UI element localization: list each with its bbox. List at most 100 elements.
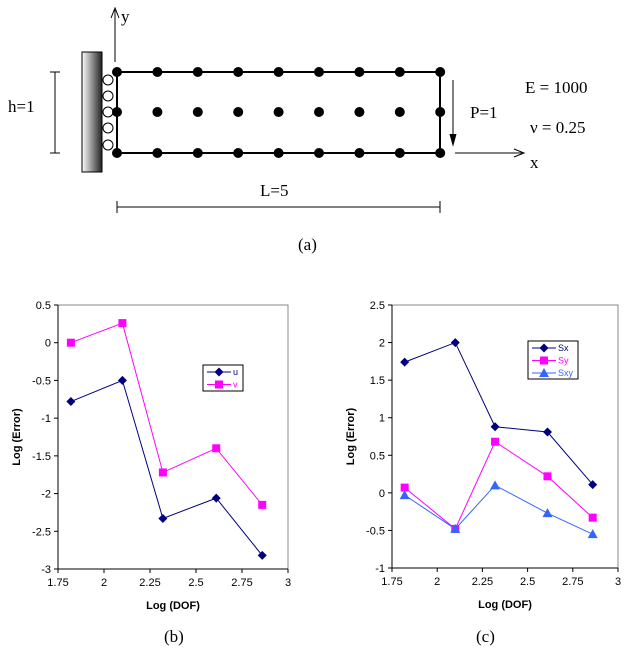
h-label: h=1	[8, 97, 35, 116]
mesh-node	[354, 148, 365, 158]
mesh-node	[192, 148, 203, 158]
y-tick-label: -2.5	[32, 526, 51, 538]
mesh-node	[394, 107, 405, 117]
legend: Sx Sy Sxy	[527, 340, 579, 380]
caption-a: (a)	[298, 235, 317, 254]
y-tick-label: -0.5	[32, 375, 51, 387]
y-tick-label: -2	[41, 489, 51, 501]
beam-diagram: y x h=1 L=5 P=1 E = 1000 ν = 0.25 (a)	[8, 6, 587, 254]
roller-support	[102, 139, 114, 151]
triangle-marker	[542, 508, 553, 518]
y-tick-label: 2	[379, 338, 385, 350]
roller-support	[102, 90, 114, 102]
y-axis-title: Log (Error)	[345, 407, 357, 465]
mesh-node	[112, 67, 122, 77]
roller-support	[102, 74, 114, 86]
triangle-marker	[539, 368, 549, 377]
y-tick-label: 0	[45, 338, 51, 350]
x-tick-label: 1.75	[47, 577, 68, 589]
square-marker	[118, 319, 127, 328]
mesh-node	[233, 67, 244, 77]
series-v	[66, 319, 267, 509]
chart-c: 1.75 2 2.25 2.5 2.75 3 2.5 2 1.5 1 0.5 0 -0.5 -1 Log (…	[345, 300, 621, 611]
series-line	[404, 484, 593, 535]
x-tick-label: 2	[434, 576, 440, 588]
y-tick-label: 1	[379, 413, 385, 425]
roller-supports	[102, 74, 114, 151]
triangle-marker	[490, 480, 501, 490]
y-tick-label: -1.5	[32, 451, 51, 463]
x-tick-label: 2.75	[562, 576, 583, 588]
diamond-marker	[400, 357, 410, 367]
x-tick-label: 2.5	[520, 576, 535, 588]
x-tick-label: 1.75	[381, 576, 402, 588]
diamond-marker	[211, 493, 221, 503]
mesh-node	[192, 67, 203, 77]
diamond-marker	[257, 550, 267, 560]
legend-label: Sy	[558, 356, 569, 366]
diamond-marker	[66, 397, 76, 407]
x-tick-label: 3	[615, 576, 621, 588]
x-tick-label: 2.25	[139, 577, 160, 589]
legend-label: Sx	[558, 343, 569, 353]
plot-area	[391, 304, 619, 569]
mesh-node	[152, 67, 163, 77]
mesh-node	[273, 67, 284, 77]
y-tick-label: -0.5	[366, 525, 385, 537]
x-tick-label: 2	[101, 577, 107, 589]
triangle-marker	[399, 490, 410, 500]
diamond-marker	[117, 375, 127, 385]
y-arrowhead	[110, 6, 120, 19]
mesh-node	[314, 67, 324, 77]
mesh-node	[394, 148, 405, 158]
y-axis-title: Log (Error)	[11, 408, 23, 466]
roller-support	[102, 106, 114, 118]
mesh-node	[152, 148, 163, 158]
square-marker	[215, 380, 223, 389]
mesh-node	[112, 148, 122, 158]
mesh-node	[233, 148, 244, 158]
mesh-node	[394, 67, 405, 77]
y-tick-label: -1	[41, 413, 51, 425]
triangle-marker	[450, 523, 461, 533]
square-marker	[588, 513, 597, 522]
square-marker	[212, 444, 221, 453]
x-axis-title: Log (DOF)	[478, 599, 532, 611]
plot-area	[57, 304, 289, 570]
caption-b: (b)	[164, 627, 184, 646]
square-marker	[66, 338, 75, 347]
series-line	[70, 322, 263, 506]
y-tick-label: -3	[41, 564, 51, 576]
diamond-marker	[450, 338, 460, 348]
series-sy	[400, 437, 597, 533]
mesh-nodes	[112, 67, 446, 158]
legend-label: v	[233, 380, 238, 390]
y-tick-label: 2.5	[370, 300, 385, 312]
mesh-node	[435, 148, 446, 158]
mesh-node	[435, 107, 446, 117]
square-marker	[258, 500, 267, 509]
diamond-marker	[158, 513, 168, 523]
diamond-marker	[214, 367, 224, 377]
series-sx	[400, 338, 598, 490]
series-line	[404, 441, 594, 530]
mesh-node	[314, 107, 324, 117]
chart-b: 1.75 2 2.25 2.5 2.75 3 0.5 0 -0.5 -1 -1.5 -2 -2.5 -3 L…	[11, 300, 291, 612]
square-marker	[400, 483, 409, 492]
mesh-node	[273, 107, 284, 117]
x-arrowhead	[513, 148, 526, 158]
fixed-wall	[81, 51, 103, 173]
l-label: L=5	[260, 181, 288, 200]
poisson-ratio-label: ν = 0.25	[530, 118, 586, 137]
mesh-node	[314, 148, 324, 158]
y-tick-label: 0.5	[370, 450, 385, 462]
mesh-node	[192, 107, 203, 117]
legend-label: Sxy	[558, 368, 574, 378]
caption-c: (c)	[476, 627, 495, 646]
mesh-node	[152, 107, 163, 117]
roller-support	[102, 122, 114, 134]
series-u	[66, 375, 267, 560]
diamond-marker	[539, 343, 549, 353]
